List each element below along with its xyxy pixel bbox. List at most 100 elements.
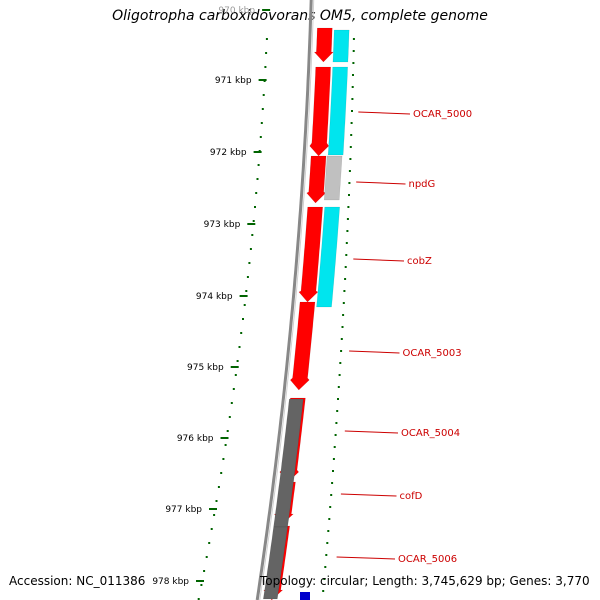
ring-dot (339, 362, 342, 364)
gene-leader-line (340, 493, 397, 497)
ring-dot (341, 326, 344, 328)
gene-leader-line (336, 556, 396, 560)
scale-dot (257, 164, 260, 166)
ring-dot (333, 446, 336, 448)
scale-dot (205, 556, 208, 558)
ring-dot (344, 266, 347, 268)
ring-dot (350, 122, 353, 124)
ring-dot (332, 470, 334, 472)
ring-dot (352, 74, 354, 76)
scale-tick-label: 977 kbp (165, 505, 202, 515)
scale-dot (249, 248, 252, 250)
scale-dot (245, 290, 248, 292)
reverse-cds-2[interactable] (327, 66, 348, 156)
scale-dot (210, 528, 213, 530)
scale-dot (265, 52, 268, 54)
scale-dot (251, 234, 254, 236)
backbone-outer (255, 0, 313, 600)
gene-label[interactable]: OCAR_5004 (401, 428, 460, 439)
scale-dot (255, 192, 258, 194)
gene-label[interactable]: OCAR_5006 (398, 554, 457, 565)
ring-dot (340, 350, 343, 352)
scale-dot (203, 570, 206, 572)
grey-feature[interactable] (323, 155, 343, 201)
ring-dot (329, 506, 332, 508)
scale-dot (242, 318, 244, 320)
gene-label[interactable]: OCAR_5000 (413, 109, 472, 120)
scale-dot (259, 136, 262, 138)
scale-dot (246, 276, 249, 278)
scale-dot (220, 472, 223, 474)
forward-cds-1[interactable] (313, 27, 334, 63)
scale-tick-label: 972 kbp (210, 148, 247, 158)
scale-dot (234, 374, 237, 376)
ring-dot (352, 38, 355, 40)
scale-dot (215, 500, 218, 502)
gene-leader-line (344, 430, 399, 434)
reverse-cds-3[interactable] (316, 206, 340, 308)
ring-dot (352, 50, 355, 52)
ring-dot (347, 206, 350, 208)
ring-dot (346, 218, 349, 220)
scale-dot (197, 598, 200, 600)
scale-dot (232, 388, 235, 390)
ring-dot (342, 314, 345, 316)
gene-leader-line (349, 350, 400, 354)
ring-dot (324, 566, 327, 568)
scale-dot (252, 220, 255, 222)
ring-dot (323, 578, 326, 580)
ring-dot (345, 254, 348, 256)
ring-dot (350, 134, 353, 136)
ring-dot (334, 434, 337, 436)
scale-tick-label: 971 kbp (215, 76, 252, 86)
ring-dot (352, 62, 355, 64)
forward-cds-4[interactable] (298, 206, 323, 303)
ring-dot (342, 302, 345, 304)
scale-dot (264, 66, 267, 68)
scale-tick-label: 978 kbp (152, 577, 189, 587)
scale-dot (224, 444, 227, 446)
ring-dot (351, 86, 354, 88)
ring-dot (346, 230, 349, 232)
scale-dot (262, 94, 265, 96)
forward-cds-3[interactable] (306, 155, 327, 204)
ring-dot (348, 182, 351, 184)
ring-dot (338, 374, 341, 376)
gene-label[interactable]: OCAR_5003 (403, 348, 462, 359)
genome-info-label: Topology: circular; Length: 3,745,629 bp… (260, 574, 590, 588)
gene-label[interactable]: cofD (400, 491, 423, 502)
ring-dot (345, 242, 348, 244)
reverse-cds-1[interactable] (332, 29, 350, 63)
ring-dot (348, 194, 350, 196)
blue-feature (300, 592, 310, 600)
scale-dot (248, 262, 251, 264)
scale-dot (208, 542, 211, 544)
ring-dot (327, 530, 330, 532)
forward-cds-5[interactable] (289, 301, 316, 391)
gene-leader-line (356, 181, 406, 185)
dark-feature-2[interactable] (263, 526, 288, 600)
scale-tick-label: 974 kbp (196, 292, 233, 302)
scale-dot (256, 178, 259, 180)
scale-dot (240, 332, 243, 334)
gene-label[interactable]: cobZ (407, 256, 432, 267)
ring-dot (328, 518, 331, 520)
scale-dot (236, 360, 239, 362)
map-title: Oligotropha carboxidovorans OM5, complet… (112, 8, 488, 24)
gene-label[interactable]: npdG (409, 179, 436, 190)
gene-leader-line (353, 258, 405, 262)
ring-dot (351, 110, 353, 112)
scale-dot (261, 108, 264, 110)
scale-tick-label: 973 kbp (204, 220, 241, 230)
ring-dot (349, 146, 352, 148)
forward-cds-2[interactable] (309, 66, 331, 157)
ring-dot (331, 482, 334, 484)
ring-dot (344, 278, 347, 280)
scale-dot (228, 416, 231, 418)
scale-dot (230, 402, 233, 404)
scale-tick-label: 970 kbp (218, 6, 255, 16)
scale-dot (238, 346, 241, 348)
ring-dot (335, 422, 338, 424)
ring-dot (330, 494, 333, 496)
